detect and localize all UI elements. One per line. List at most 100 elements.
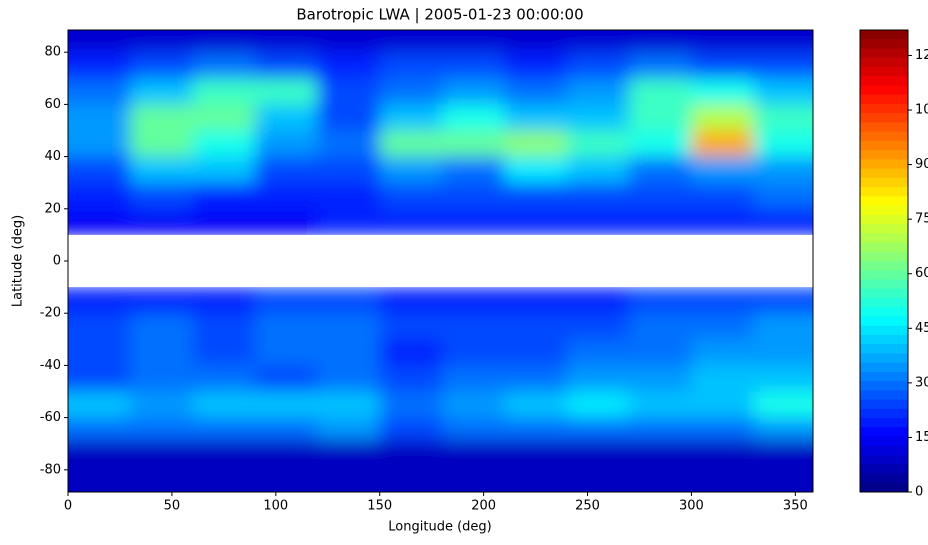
heat-cell (317, 391, 381, 419)
heat-cell (753, 52, 813, 79)
colorbar-swatch (860, 408, 908, 419)
heat-cell (68, 78, 131, 105)
heat-cell (753, 208, 813, 235)
heat-cell (255, 339, 318, 366)
heat-cell (192, 104, 256, 131)
heat-cell (691, 52, 755, 79)
heat-cell (691, 208, 755, 235)
chart-title: Barotropic LWA | 2005-01-23 00:00:00 (296, 6, 583, 24)
heat-cell (255, 130, 318, 158)
colorbar-swatch (860, 224, 908, 234)
heat-cell (317, 417, 381, 445)
heat-cell (317, 156, 381, 184)
heat-cell (379, 130, 443, 158)
heat-cell (317, 104, 381, 131)
colorbar-tick-label: 15 (915, 430, 928, 445)
heat-cell (504, 439, 568, 492)
heat-cell (317, 365, 381, 393)
heat-cell (255, 78, 318, 105)
heat-cell (504, 208, 568, 235)
heat-cell (566, 52, 630, 79)
colorbar-swatch (860, 168, 908, 179)
heat-cell (317, 208, 381, 235)
heat-cell (130, 104, 194, 131)
x-tick-label: 250 (575, 499, 600, 514)
heat-cell (255, 208, 318, 235)
x-tick-label: 150 (367, 499, 392, 514)
x-tick-label: 200 (471, 499, 496, 514)
heat-cell (130, 287, 194, 314)
heat-cell (629, 439, 692, 492)
x-tick-label: 350 (783, 499, 808, 514)
heat-cell (192, 439, 256, 492)
heat-cell (753, 78, 813, 105)
colorbar-swatch (860, 288, 908, 299)
colorbar-swatch (860, 48, 908, 59)
colorbar-swatch (860, 353, 908, 364)
colorbar-tick-label: 0 (915, 485, 923, 500)
heat-cell (192, 339, 256, 366)
heat-cell (442, 130, 505, 158)
heat-cell (691, 130, 755, 158)
heat-cell (566, 104, 630, 131)
heat-cell (442, 52, 505, 79)
colorbar-swatch (860, 473, 908, 484)
heat-cell (68, 313, 131, 340)
heat-cell (442, 417, 505, 445)
heat-cell (691, 439, 755, 492)
heat-cell (753, 287, 813, 314)
heat-cell (255, 391, 318, 419)
heat-cell (68, 365, 131, 393)
colorbar-swatch (860, 187, 908, 197)
heat-cell (504, 313, 568, 340)
heat-cell (691, 182, 755, 210)
heat-cell (504, 182, 568, 210)
colorbar-swatch (860, 196, 908, 207)
colorbar-swatch (860, 390, 908, 401)
heat-cell (192, 156, 256, 184)
heat-cell (379, 365, 443, 393)
heat-cell (691, 313, 755, 340)
colorbar-swatch (860, 94, 908, 105)
heat-cell (629, 78, 692, 105)
heat-cell (629, 339, 692, 366)
heat-cell (753, 313, 813, 340)
heat-cell (629, 391, 692, 419)
heat-cell (691, 417, 755, 445)
heat-cell (130, 208, 194, 235)
colorbar-swatch (860, 371, 908, 382)
heat-cell (379, 391, 443, 419)
heat-cell (442, 287, 505, 314)
heat-cell (691, 287, 755, 314)
heat-cell (566, 439, 630, 492)
field-blur (68, 287, 813, 492)
y-tick-label: 80 (44, 45, 61, 60)
heat-cell (629, 182, 692, 210)
heat-cell (130, 130, 194, 158)
colorbar-swatch (860, 30, 908, 40)
heat-cell (130, 156, 194, 184)
colorbar-swatch (860, 455, 908, 465)
heat-cell (691, 156, 755, 184)
heat-cell (566, 339, 630, 366)
heat-cell (566, 287, 630, 314)
colorbar-swatch (860, 418, 908, 428)
heat-cell (566, 208, 630, 235)
heat-cell (753, 439, 813, 492)
colorbar-swatch (860, 76, 908, 86)
colorbar-tick-label: 30 (915, 375, 928, 390)
heat-cell (379, 78, 443, 105)
heat-cell (629, 130, 692, 158)
x-tick-label: 300 (679, 499, 704, 514)
heat-cell (379, 339, 443, 366)
heat-cell (504, 130, 568, 158)
colorbar-swatch (860, 233, 908, 244)
heat-cell (566, 78, 630, 105)
heat-cell (566, 313, 630, 340)
colorbar-swatch (860, 325, 908, 336)
heat-cell (753, 417, 813, 445)
colorbar-swatch (860, 140, 908, 151)
heat-cell (504, 78, 568, 105)
heat-cell (255, 417, 318, 445)
y-tick-label: -80 (40, 462, 61, 477)
